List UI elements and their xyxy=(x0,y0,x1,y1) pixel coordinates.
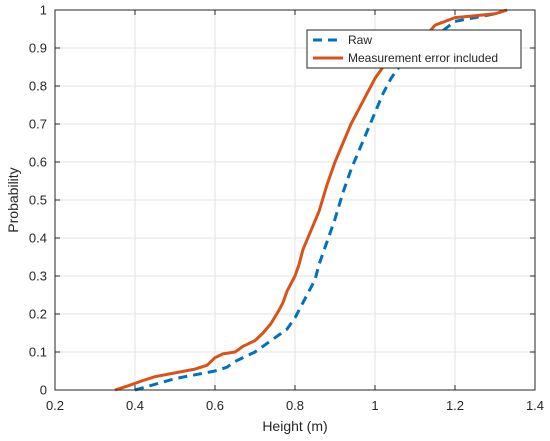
y-tick-label: 0.2 xyxy=(29,307,47,322)
y-axis-label: Probability xyxy=(5,167,21,232)
x-tick-label: 0.8 xyxy=(286,398,304,413)
x-tick-label: 0.4 xyxy=(126,398,144,413)
legend-box xyxy=(306,29,522,69)
y-tick-label: 0.8 xyxy=(29,79,47,94)
y-tick-label: 0.1 xyxy=(29,345,47,360)
legend: Raw Measurement error included xyxy=(306,29,522,69)
x-tick-label: 1 xyxy=(371,398,378,413)
x-tick-label: 0.6 xyxy=(206,398,224,413)
legend-label-measurement-error: Measurement error included xyxy=(348,51,498,65)
x-tick-label: 1.2 xyxy=(446,398,464,413)
x-tick-label: 1.4 xyxy=(526,398,544,413)
y-tick-label: 0.6 xyxy=(29,155,47,170)
y-tick-label: 0.9 xyxy=(29,41,47,56)
series-raw-line xyxy=(134,8,508,392)
y-tick-label: 0.3 xyxy=(29,269,47,284)
x-tick-label: 0.2 xyxy=(46,398,64,413)
x-axis-label: Height (m) xyxy=(262,418,327,434)
legend-label-raw: Raw xyxy=(348,33,372,47)
y-tick-label: 0 xyxy=(40,383,47,398)
y-tick-label: 0.7 xyxy=(29,117,47,132)
y-tick-label: 0.5 xyxy=(29,193,47,208)
y-tick-label: 1 xyxy=(40,3,47,18)
axis-ticks: 0.2 0.4 0.6 0.8 1 1.2 1.4 0 0.1 0.2 0.3 0.4 0.5 0.6 0.… xyxy=(29,3,544,414)
y-tick-label: 0.4 xyxy=(29,231,47,246)
